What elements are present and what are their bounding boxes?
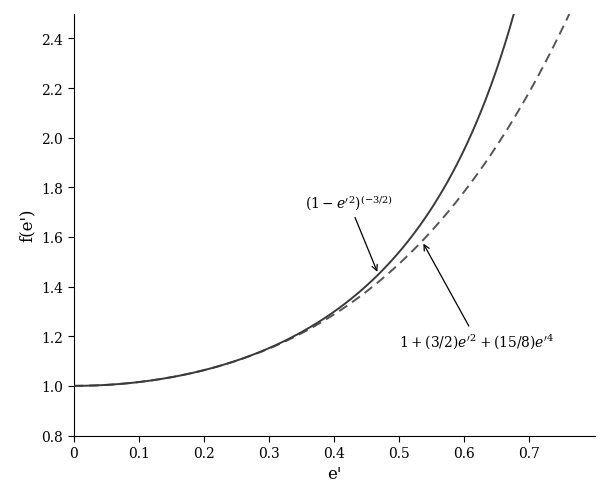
Y-axis label: f(e'): f(e') bbox=[18, 208, 36, 242]
Text: $1 + (3/2)e'^2 + (15/8)e'^4$: $1 + (3/2)e'^2 + (15/8)e'^4$ bbox=[399, 245, 555, 350]
X-axis label: e': e' bbox=[327, 466, 341, 483]
Text: $(1 - e'^2)^{(-3/2)}$: $(1 - e'^2)^{(-3/2)}$ bbox=[305, 193, 393, 271]
